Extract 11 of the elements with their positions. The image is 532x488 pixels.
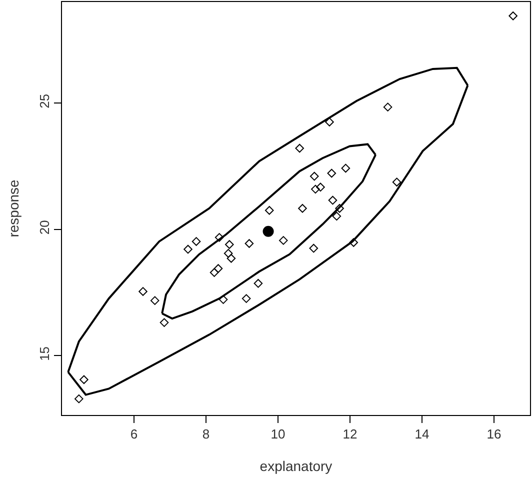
x-tick-label: 16 bbox=[486, 426, 502, 442]
x-axis-title: explanatory bbox=[260, 458, 332, 474]
x-tick-label: 6 bbox=[130, 426, 138, 442]
y-tick-label: 25 bbox=[36, 94, 52, 108]
x-tick-label: 8 bbox=[202, 426, 210, 442]
x-tick-label: 14 bbox=[414, 426, 430, 442]
x-tick-label: 10 bbox=[270, 426, 286, 442]
x-tick-label: 12 bbox=[342, 426, 358, 442]
y-tick-label: 15 bbox=[36, 346, 52, 361]
y-axis-title: response bbox=[5, 179, 22, 238]
y-tick-label: 20 bbox=[36, 220, 52, 235]
